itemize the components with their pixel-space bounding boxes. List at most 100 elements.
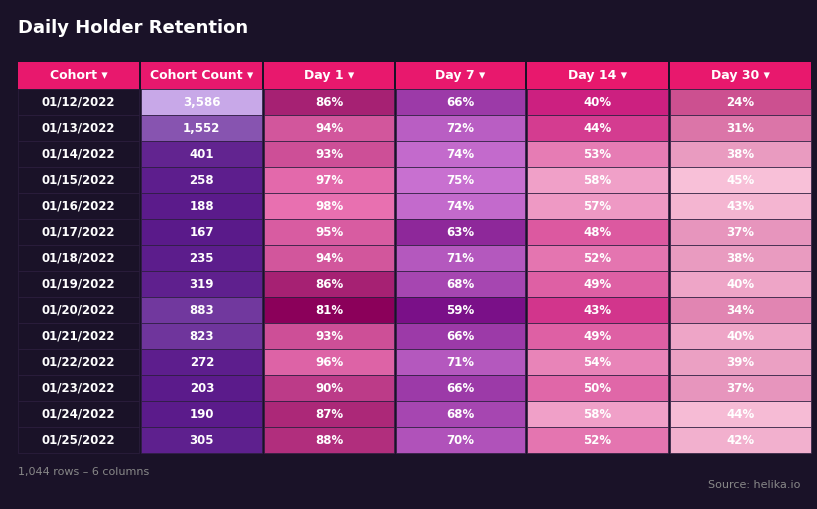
Text: 59%: 59% xyxy=(446,303,475,317)
Bar xyxy=(18,427,139,453)
Text: 93%: 93% xyxy=(315,329,343,343)
Text: 86%: 86% xyxy=(315,277,343,291)
Text: 70%: 70% xyxy=(446,434,474,446)
Bar xyxy=(395,427,525,453)
Text: 96%: 96% xyxy=(315,355,343,369)
Bar xyxy=(527,141,668,167)
Text: 93%: 93% xyxy=(315,148,343,160)
Text: 49%: 49% xyxy=(583,277,611,291)
Bar xyxy=(18,115,139,141)
Bar xyxy=(265,62,394,89)
Text: 01/23/2022: 01/23/2022 xyxy=(42,382,115,394)
Bar xyxy=(265,219,394,245)
Text: 38%: 38% xyxy=(726,251,755,265)
Text: 01/13/2022: 01/13/2022 xyxy=(42,122,115,134)
Bar xyxy=(141,219,262,245)
Bar xyxy=(670,375,811,401)
Text: 1,044 rows – 6 columns: 1,044 rows – 6 columns xyxy=(18,467,150,477)
Bar xyxy=(527,427,668,453)
Text: 98%: 98% xyxy=(315,200,343,212)
Text: 40%: 40% xyxy=(726,277,755,291)
Bar xyxy=(670,401,811,427)
Text: 72%: 72% xyxy=(446,122,474,134)
Bar xyxy=(141,115,262,141)
Text: 01/21/2022: 01/21/2022 xyxy=(42,329,115,343)
Bar xyxy=(395,219,525,245)
Bar xyxy=(18,167,139,193)
Bar xyxy=(265,349,394,375)
Bar xyxy=(395,193,525,219)
Text: 401: 401 xyxy=(190,148,214,160)
Bar xyxy=(395,141,525,167)
Bar xyxy=(18,323,139,349)
Text: Source: helika.io: Source: helika.io xyxy=(708,480,800,490)
Text: 71%: 71% xyxy=(446,355,474,369)
Text: 95%: 95% xyxy=(315,225,343,239)
Text: 01/16/2022: 01/16/2022 xyxy=(42,200,115,212)
Text: 258: 258 xyxy=(190,174,214,186)
Bar xyxy=(527,62,668,89)
Bar xyxy=(265,193,394,219)
Text: 31%: 31% xyxy=(726,122,754,134)
Text: 66%: 66% xyxy=(446,329,475,343)
Bar xyxy=(18,349,139,375)
Text: 34%: 34% xyxy=(726,303,755,317)
Text: 75%: 75% xyxy=(446,174,475,186)
Text: 3,586: 3,586 xyxy=(183,96,221,108)
Bar xyxy=(527,271,668,297)
Bar xyxy=(18,245,139,271)
Bar xyxy=(18,375,139,401)
Bar xyxy=(670,167,811,193)
Text: 01/22/2022: 01/22/2022 xyxy=(42,355,115,369)
Bar xyxy=(395,375,525,401)
Text: 01/25/2022: 01/25/2022 xyxy=(42,434,115,446)
Bar xyxy=(527,323,668,349)
Text: 48%: 48% xyxy=(583,225,611,239)
Bar xyxy=(395,297,525,323)
Text: 883: 883 xyxy=(190,303,214,317)
Text: 167: 167 xyxy=(190,225,214,239)
Bar xyxy=(265,167,394,193)
Text: 319: 319 xyxy=(190,277,214,291)
Bar xyxy=(141,401,262,427)
Text: Day 14 ▾: Day 14 ▾ xyxy=(568,69,627,82)
Bar xyxy=(18,62,139,89)
Text: 01/12/2022: 01/12/2022 xyxy=(42,96,115,108)
Bar xyxy=(395,245,525,271)
Text: 88%: 88% xyxy=(315,434,343,446)
Text: 58%: 58% xyxy=(583,408,611,420)
Text: 272: 272 xyxy=(190,355,214,369)
Text: 94%: 94% xyxy=(315,251,343,265)
Bar xyxy=(395,62,525,89)
Text: 203: 203 xyxy=(190,382,214,394)
Bar xyxy=(265,401,394,427)
Bar xyxy=(265,375,394,401)
Text: 01/14/2022: 01/14/2022 xyxy=(42,148,115,160)
Text: 81%: 81% xyxy=(315,303,343,317)
Bar xyxy=(18,193,139,219)
Text: 58%: 58% xyxy=(583,174,611,186)
Text: 44%: 44% xyxy=(583,122,611,134)
Bar xyxy=(395,323,525,349)
Bar xyxy=(527,375,668,401)
Text: 1,552: 1,552 xyxy=(183,122,221,134)
Bar xyxy=(18,89,139,115)
Bar xyxy=(265,297,394,323)
Bar xyxy=(527,245,668,271)
Bar xyxy=(670,89,811,115)
Bar xyxy=(18,401,139,427)
Text: 66%: 66% xyxy=(446,96,475,108)
Text: 90%: 90% xyxy=(315,382,343,394)
Text: 52%: 52% xyxy=(583,251,611,265)
Text: 43%: 43% xyxy=(583,303,611,317)
Bar xyxy=(265,271,394,297)
Bar xyxy=(265,427,394,453)
Text: 68%: 68% xyxy=(446,408,475,420)
Bar xyxy=(395,401,525,427)
Text: Day 30 ▾: Day 30 ▾ xyxy=(711,69,770,82)
Bar xyxy=(527,401,668,427)
Text: 40%: 40% xyxy=(726,329,755,343)
Bar xyxy=(141,375,262,401)
Text: 40%: 40% xyxy=(583,96,611,108)
Bar xyxy=(527,115,668,141)
